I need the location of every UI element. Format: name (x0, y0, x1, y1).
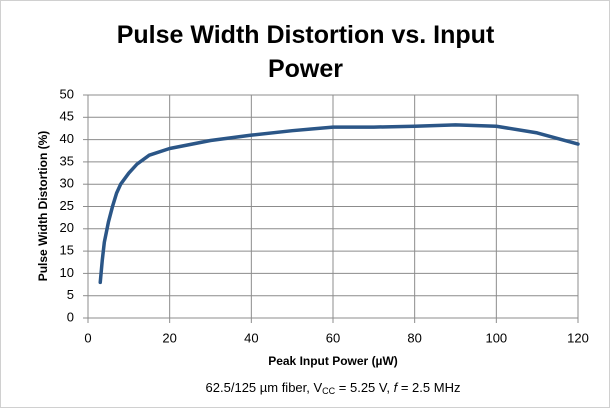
x-tick-label: 80 (407, 330, 421, 345)
x-tick-label: 120 (567, 330, 589, 345)
y-tick-label: 45 (60, 109, 74, 124)
caption-part: 62.5/125 µm fiber, V (206, 380, 323, 395)
y-tick-label: 15 (60, 243, 74, 258)
y-tick-label: 40 (60, 131, 74, 146)
x-axis-label: Peak Input Power (µW) (268, 354, 398, 368)
y-axis-label: Pulse Width Distortion (%) (36, 131, 50, 282)
y-tick-label: 25 (60, 198, 74, 213)
x-tick-label: 40 (244, 330, 258, 345)
y-tick-label: 10 (60, 265, 74, 280)
caption-italic: f (394, 380, 399, 395)
caption-part: = 5.25 V, (335, 380, 393, 395)
caption-part: = 2.5 MHz (397, 380, 460, 395)
caption-subscript: CC (322, 386, 335, 396)
y-tick-label: 20 (60, 220, 74, 235)
x-tick-label: 0 (84, 330, 91, 345)
y-tick-label: 0 (67, 309, 74, 324)
y-tick-label: 50 (60, 86, 74, 101)
x-tick-label: 20 (162, 330, 176, 345)
caption: 62.5/125 µm fiber, VCC = 5.25 V, f = 2.5… (206, 380, 461, 396)
x-tick-label: 100 (485, 330, 507, 345)
chart-title: Pulse Width Distortion vs. Input Power (116, 21, 495, 83)
plot-border (87, 94, 579, 319)
data-line (98, 123, 580, 285)
y-tick-label: 30 (60, 176, 74, 191)
y-tick-label: 35 (60, 153, 74, 168)
x-tick-label: 60 (326, 330, 340, 345)
y-tick-label: 5 (67, 287, 74, 302)
